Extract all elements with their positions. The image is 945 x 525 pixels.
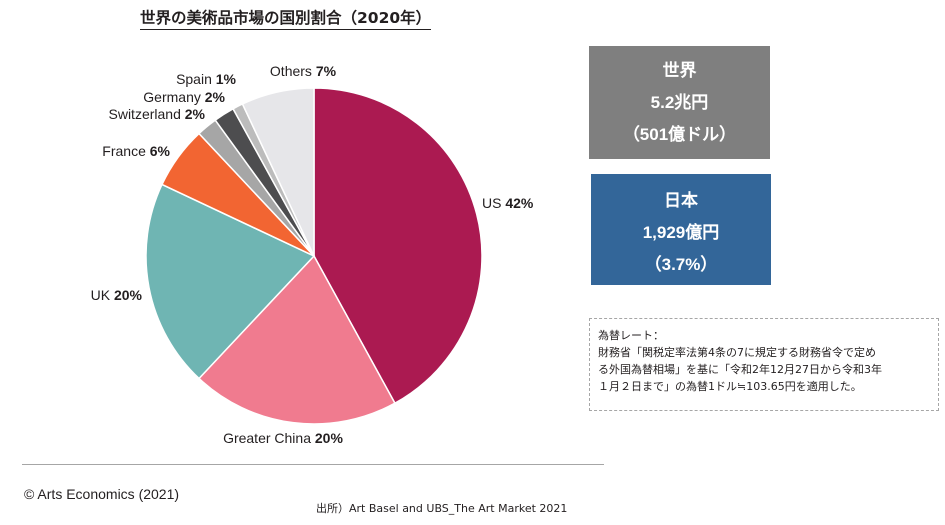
slice-label-value: 20% — [114, 287, 143, 303]
slice-label-value: 1% — [216, 71, 237, 87]
slice-label-germany: Germany 2% — [143, 89, 225, 105]
slice-label-others: Others 7% — [270, 63, 337, 79]
slice-label-name: Others — [270, 63, 316, 79]
pie-slice-uk — [145, 183, 316, 380]
pie-slice-greater-china — [197, 254, 396, 425]
slice-label-switzerland: Switzerland 2% — [109, 106, 206, 122]
pie-slice-others — [241, 87, 315, 257]
world-label: 世界 — [662, 61, 697, 80]
slice-label-greater-china: Greater China 20% — [223, 430, 343, 446]
pie-chart: US 42%Greater China 20%UK 20%France 6%Sw… — [91, 63, 534, 446]
copyright-credit: © Arts Economics (2021) — [24, 486, 180, 502]
slice-label-value: 2% — [185, 106, 206, 122]
slice-label-name: Greater China — [223, 430, 315, 446]
japan-market-box: 日本 1,929億円 （3.7%） — [591, 174, 771, 285]
world-market-box: 世界 5.2兆円 （501億ドル） — [589, 46, 770, 159]
slice-label-value: 42% — [505, 195, 534, 211]
slice-label-value: 6% — [150, 143, 171, 159]
slice-label-value: 2% — [205, 89, 226, 105]
slice-label-france: France 6% — [102, 143, 170, 159]
slice-label-name: Switzerland — [109, 106, 185, 122]
note-line: 財務省「関税定率法第4条の7に規定する財務省令で定め — [598, 346, 876, 359]
slice-label-name: Germany — [143, 89, 204, 105]
slice-label-name: Spain — [176, 71, 216, 87]
japan-value-yen: 1,929億円 — [642, 223, 720, 242]
world-value-usd: （501億ドル） — [622, 125, 737, 144]
note-line: る外国為替相場」を基に「令和2年12月27日から令和3年 — [598, 363, 882, 376]
japan-label: 日本 — [664, 191, 698, 210]
exchange-rate-note: 為替レート： 財務省「関税定率法第4条の7に規定する財務省令で定め る外国為替相… — [589, 318, 939, 411]
slice-label-value: 20% — [315, 430, 344, 446]
pie-slice-us — [313, 87, 483, 405]
source-citation: 出所）Art Basel and UBS_The Art Market 2021 — [316, 502, 568, 515]
footer-divider — [22, 464, 604, 465]
note-heading: 為替レート： — [598, 329, 664, 342]
slice-label-uk: UK 20% — [91, 287, 143, 303]
slice-label-name: France — [102, 143, 149, 159]
slice-label-spain: Spain 1% — [176, 71, 236, 87]
slice-label-name: US — [482, 195, 505, 211]
note-line: １月２日まで」の為替1ドル≒103.65円を適用した。 — [598, 380, 862, 393]
slice-label-name: UK — [91, 287, 114, 303]
world-value-yen: 5.2兆円 — [650, 93, 709, 112]
chart-title: 世界の美術品市場の国別割合（2020年） — [140, 6, 432, 30]
slice-label-value: 7% — [316, 63, 337, 79]
slice-label-us: US 42% — [482, 195, 534, 211]
japan-share: （3.7%） — [644, 255, 718, 274]
